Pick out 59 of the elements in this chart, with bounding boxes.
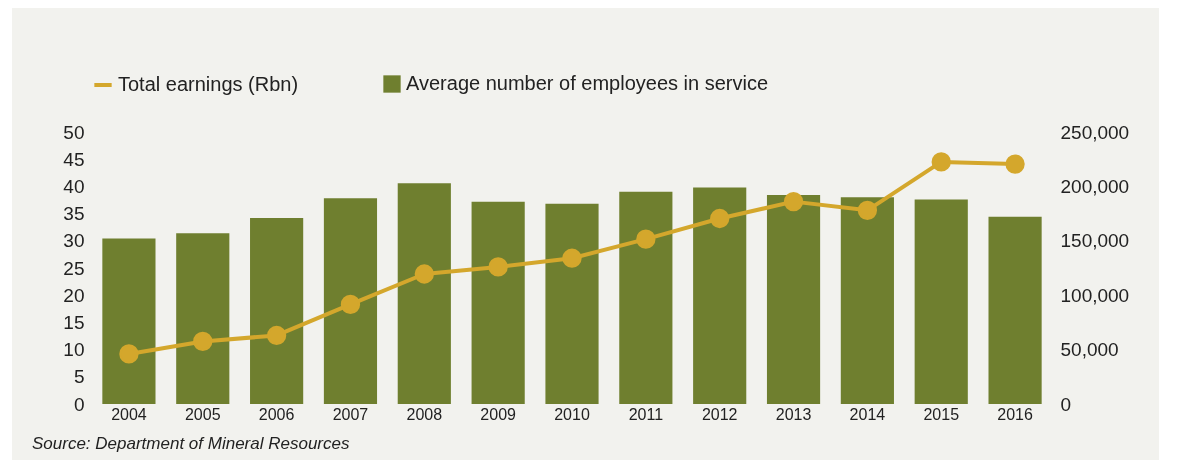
- bar: [176, 233, 230, 404]
- bar: [545, 203, 599, 404]
- legend-label: Total earnings (Rbn): [118, 73, 299, 95]
- point: [193, 331, 213, 352]
- y-tick-label: 5: [73, 366, 85, 388]
- bar: [840, 197, 894, 404]
- bar: [693, 187, 747, 404]
- y2-tick-label: 100,000: [1060, 284, 1130, 306]
- point: [266, 325, 287, 346]
- point: [562, 248, 582, 268]
- bar: [471, 201, 525, 404]
- x-tick-label: 2016: [997, 405, 1033, 423]
- y-tick-label: 30: [63, 230, 85, 252]
- y-tick-label: 45: [63, 148, 85, 170]
- y-tick-label: 25: [63, 257, 85, 279]
- bar: [397, 183, 451, 404]
- y-tick-label: 35: [63, 203, 85, 225]
- x-tick-label: 2015: [923, 405, 960, 423]
- point: [857, 200, 878, 220]
- bar: [619, 191, 673, 404]
- x-tick-label: 2004: [111, 405, 147, 423]
- point: [488, 257, 508, 277]
- x-tick-label: 2011: [628, 405, 664, 423]
- point: [1005, 154, 1025, 174]
- bar: [250, 217, 304, 404]
- y-tick-label: 0: [73, 393, 85, 415]
- point: [710, 208, 730, 229]
- x-tick-label: 2012: [701, 405, 738, 423]
- point: [414, 264, 434, 284]
- y-tick-label: 20: [63, 284, 85, 306]
- y-tick-label: 50: [63, 121, 85, 143]
- y2-tick-label: 200,000: [1060, 175, 1130, 197]
- x-tick-label: 2005: [184, 405, 221, 423]
- x-tick-label: 2007: [332, 405, 369, 423]
- y-tick-label: 10: [63, 339, 85, 361]
- x-tick-label: 2006: [258, 405, 295, 423]
- y2-tick-label: 0: [1060, 393, 1072, 415]
- y-tick-label: 15: [63, 311, 85, 333]
- point: [340, 294, 361, 315]
- y2-tick-label: 150,000: [1060, 230, 1130, 252]
- x-tick-label: 2013: [775, 405, 812, 423]
- bar: [102, 238, 156, 404]
- legend-label: Average number of employees in service: [406, 72, 769, 94]
- bar: [323, 198, 378, 404]
- x-tick-label: 2010: [554, 405, 590, 423]
- bar: [988, 216, 1042, 404]
- y2-tick-label: 50,000: [1060, 339, 1119, 361]
- point: [931, 152, 951, 172]
- point: [783, 191, 804, 212]
- bar: [914, 199, 968, 404]
- x-tick-label: 2009: [480, 405, 517, 423]
- point: [119, 344, 139, 364]
- y2-tick-label: 250,000: [1060, 121, 1130, 143]
- source-note: Source: Department of Mineral Resources: [32, 434, 350, 453]
- x-tick-label: 2008: [406, 405, 443, 423]
- x-tick-label: 2014: [849, 405, 886, 423]
- bar: [766, 195, 821, 404]
- y-tick-label: 40: [63, 175, 85, 197]
- point: [636, 229, 656, 249]
